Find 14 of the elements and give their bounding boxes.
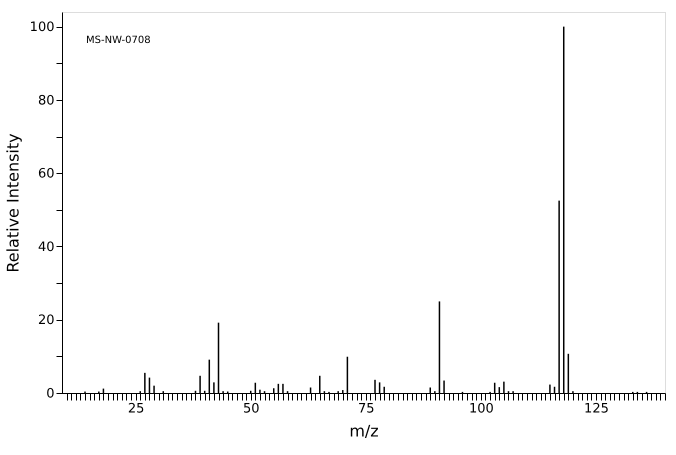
y-tick-label: 80 (38, 93, 54, 108)
x-axis-title: m/z (349, 422, 379, 440)
y-tick-label: 0 (46, 386, 54, 402)
y-axis-title: Relative Intensity (4, 133, 23, 273)
y-tick-label: 20 (38, 313, 54, 328)
x-tick-label: 50 (242, 402, 260, 416)
annotation: MS-NW-0708 (86, 35, 151, 46)
y-tick-label: 40 (38, 240, 54, 255)
x-tick-label: 100 (468, 402, 494, 416)
x-tick-label: 125 (584, 402, 609, 416)
y-tick-label: 100 (30, 20, 54, 36)
x-tick-label: 25 (128, 402, 144, 416)
y-tick-label: 60 (38, 166, 54, 182)
x-tick-label: 75 (358, 402, 375, 416)
